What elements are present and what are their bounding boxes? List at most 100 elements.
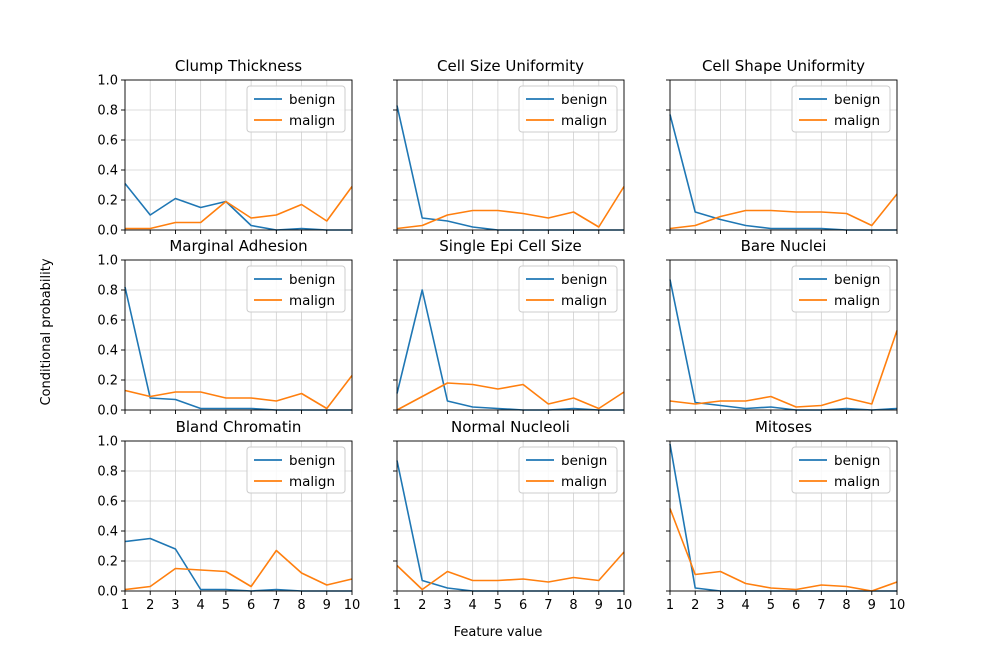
y-tick-label: 0.0	[97, 224, 118, 239]
x-tick-label: 9	[323, 598, 331, 613]
legend-label: benign	[834, 92, 880, 108]
legend-label: malign	[834, 293, 880, 309]
x-tick-label: 3	[443, 598, 451, 613]
panel: Bare Nuclei benign malign	[666, 237, 898, 414]
series-line-malign	[669, 330, 898, 408]
axes-frame	[669, 79, 898, 231]
panel-title: Cell Size Uniformity	[437, 57, 584, 75]
panel-title: Mitoses	[755, 418, 812, 436]
axes-frame	[124, 259, 353, 411]
y-tick-label: 0.4	[97, 164, 118, 179]
series-line-benign	[669, 279, 898, 411]
x-tick-label: 9	[595, 598, 603, 613]
series-line-malign	[396, 186, 625, 230]
y-tick-label: 0.2	[97, 555, 118, 570]
y-tick-label: 0.8	[97, 104, 118, 119]
legend-label: benign	[289, 92, 335, 108]
x-tick-label: 4	[469, 598, 477, 613]
series-line-benign	[124, 183, 352, 231]
x-tick-label: 2	[146, 598, 154, 613]
axes-frame	[396, 79, 625, 231]
axes-frame	[124, 440, 353, 592]
legend-label: benign	[834, 272, 880, 288]
x-tick-label: 3	[171, 598, 179, 613]
x-tick-label: 3	[716, 598, 724, 613]
y-tick-label: 0.4	[97, 344, 118, 359]
legend-label: malign	[561, 113, 607, 129]
panel: Single Epi Cell Size benign malign	[393, 237, 625, 414]
legend-label: malign	[289, 474, 335, 490]
panel: Mitoses 1 2 3 4 5 6 7 8 9 10 benign malign	[666, 418, 905, 613]
y-tick-label: 0.0	[97, 585, 118, 600]
series-line-malign	[396, 551, 625, 591]
legend-label: benign	[289, 453, 335, 469]
legend-label: benign	[289, 272, 335, 288]
x-tick-label: 4	[197, 598, 205, 613]
panel-title: Normal Nucleoli	[451, 418, 570, 436]
x-tick-label: 8	[297, 598, 305, 613]
y-tick-label: 0.6	[97, 134, 118, 149]
legend-label: malign	[561, 293, 607, 309]
legend-label: benign	[561, 92, 607, 108]
x-tick-label: 8	[569, 598, 577, 613]
panel-title: Cell Shape Uniformity	[702, 57, 865, 75]
y-axis-label: Conditional probability	[39, 258, 54, 405]
series-line-malign	[396, 382, 625, 411]
series-line-malign	[669, 193, 898, 230]
y-tick-label: 0.4	[97, 525, 118, 540]
series-line-malign	[124, 549, 353, 591]
x-tick-label: 7	[544, 598, 552, 613]
panel-title: Clump Thickness	[175, 57, 302, 75]
panel-title: Single Epi Cell Size	[439, 237, 581, 255]
x-tick-label: 2	[691, 598, 699, 613]
y-tick-label: 0.8	[97, 284, 118, 299]
legend-label: malign	[561, 474, 607, 490]
x-tick-label: 6	[519, 598, 527, 613]
y-tick-label: 0.6	[97, 495, 118, 510]
axes-frame	[396, 259, 625, 411]
x-tick-label: 4	[742, 598, 750, 613]
x-tick-label: 10	[344, 598, 361, 613]
x-tick-label: 5	[767, 598, 775, 613]
y-tick-label: 1.0	[97, 74, 118, 89]
x-tick-label: 10	[616, 598, 633, 613]
series-line-malign	[669, 508, 898, 592]
x-tick-label: 10	[889, 598, 906, 613]
y-tick-label: 0.2	[97, 374, 118, 389]
panel: Clump Thickness 0.0 0.2 0.4 0.6 0.8 1.0 benign m…	[97, 57, 353, 239]
x-tick-label: 5	[494, 598, 502, 613]
x-tick-label: 5	[222, 598, 230, 613]
y-tick-label: 1.0	[97, 254, 118, 269]
legend-label: malign	[289, 293, 335, 309]
series-line-malign	[125, 186, 353, 230]
panel-title: Bland Chromatin	[176, 418, 302, 436]
y-tick-label: 0.0	[97, 404, 118, 419]
legend-label: malign	[834, 113, 880, 129]
axes-frame	[396, 440, 625, 592]
legend-label: benign	[834, 453, 880, 469]
x-tick-label: 6	[247, 598, 255, 613]
x-tick-label: 1	[393, 598, 401, 613]
x-tick-label: 9	[868, 598, 876, 613]
x-tick-label: 1	[121, 598, 129, 613]
panel-title: Marginal Adhesion	[169, 237, 307, 255]
x-tick-label: 8	[842, 598, 850, 613]
panel: Marginal Adhesion 0.0 0.2 0.4 0.6 0.8 1.0 benig…	[97, 237, 353, 419]
y-tick-label: 0.2	[97, 194, 118, 209]
x-tick-label: 2	[418, 598, 426, 613]
panel: Bland Chromatin 0.0 0.2 0.4 0.6 0.8 1.0 1 2 3 4 5 6 7…	[97, 418, 360, 613]
series-line-malign	[124, 375, 353, 410]
series-line-benign	[396, 289, 624, 411]
y-tick-label: 1.0	[97, 435, 118, 450]
panel-title: Bare Nuclei	[741, 237, 827, 255]
panels-group: Clump Thickness 0.0 0.2 0.4 0.6 0.8 1.0 benign m…	[97, 57, 905, 613]
x-axis-label: Feature value	[454, 625, 543, 640]
x-tick-label: 1	[666, 598, 674, 613]
legend-label: malign	[834, 474, 880, 490]
legend-label: benign	[561, 272, 607, 288]
panel: Cell Shape Uniformity benign malign	[666, 57, 898, 234]
y-tick-label: 0.8	[97, 465, 118, 480]
panel: Cell Size Uniformity benign malign	[393, 57, 625, 234]
legend-label: benign	[561, 453, 607, 469]
